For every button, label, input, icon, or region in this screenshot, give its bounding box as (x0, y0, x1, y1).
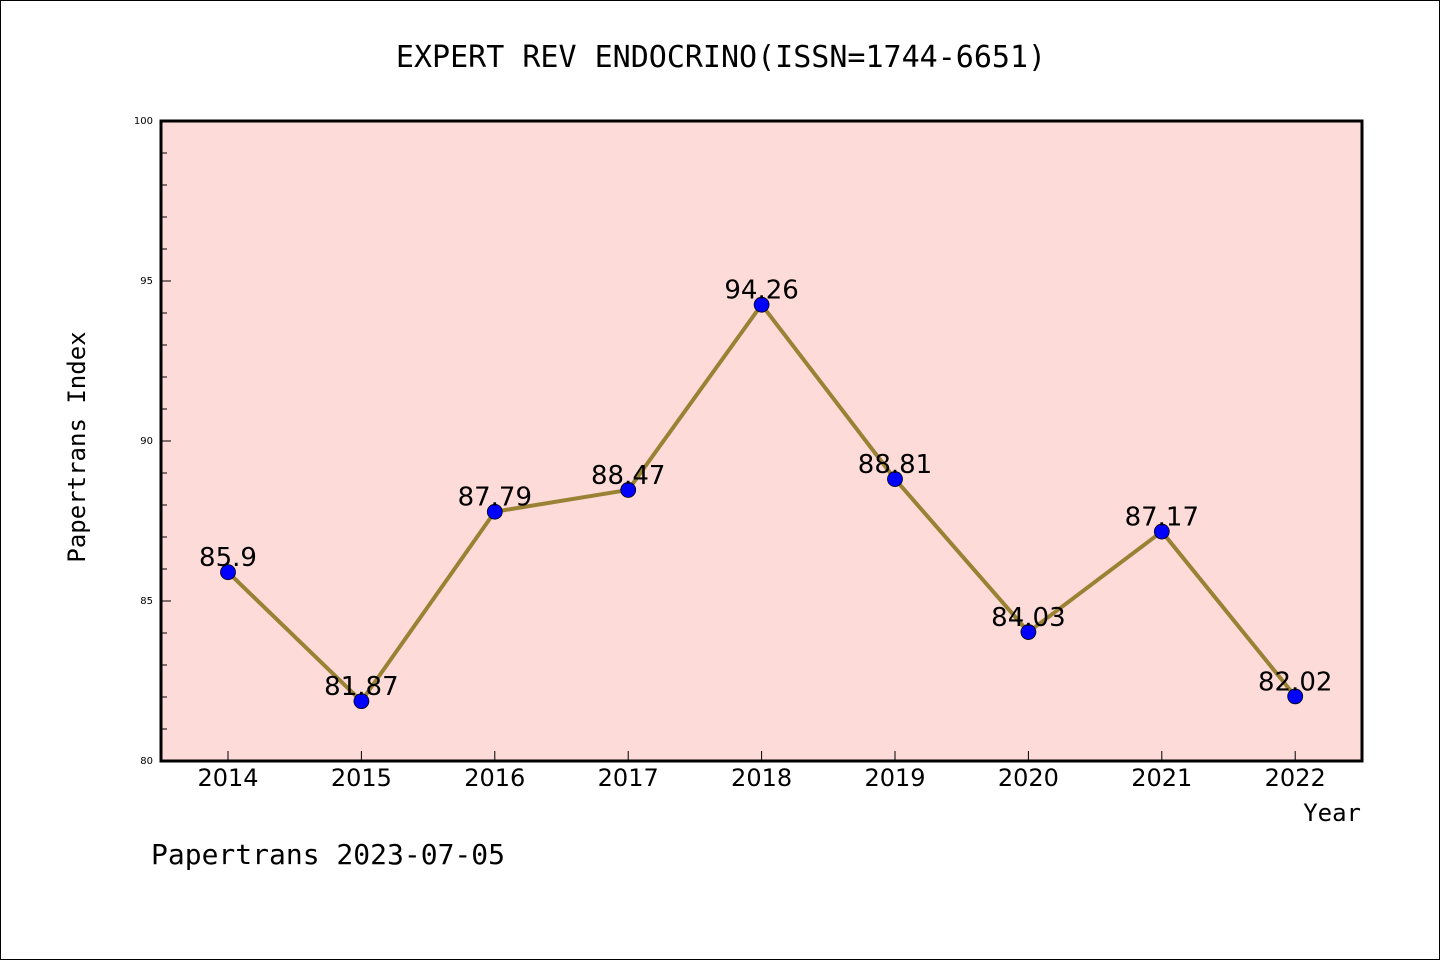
y-axis: 80 85 90 95 100 (134, 116, 171, 767)
x-tick-label: 2018 (731, 764, 792, 792)
x-axis: 2014 2015 2016 2017 2018 2019 2020 2021 2022 (197, 751, 1326, 792)
data-point-marker (620, 482, 637, 498)
x-tick-label: 2014 (197, 764, 258, 792)
data-label: 88.81 (858, 450, 932, 480)
x-tick-label: 2021 (1131, 764, 1192, 792)
y-axis-label: Papertrans Index (63, 331, 91, 562)
x-tick-label: 2019 (864, 764, 925, 792)
y-tick-label: 100 (134, 116, 153, 127)
data-label: 81.87 (324, 672, 398, 702)
data-label: 88.47 (591, 461, 665, 491)
data-label: 85.9 (199, 543, 257, 573)
data-label: 87.79 (458, 483, 532, 513)
y-tick-label: 85 (140, 596, 153, 607)
y-tick-label: 80 (140, 756, 153, 767)
data-point-marker (353, 693, 370, 710)
data-point-marker (1153, 523, 1170, 540)
data-label: 82.02 (1258, 667, 1332, 697)
x-tick-label: 2022 (1265, 764, 1326, 792)
data-label: 84.03 (991, 603, 1065, 633)
x-axis-label: Year (1303, 799, 1361, 827)
x-tick-label: 2020 (998, 764, 1059, 792)
footer-stamp: Papertrans 2023-07-05 (151, 838, 505, 871)
y-tick-label: 95 (140, 276, 153, 287)
series-group: 85.9 81.87 87.79 88.47 94.26 88.81 84.03 87.17 8… (199, 276, 1332, 710)
data-point-marker (1287, 688, 1304, 705)
x-tick-label: 2015 (331, 764, 392, 792)
data-point-marker (220, 564, 236, 581)
x-tick-label: 2017 (598, 764, 659, 792)
data-point-marker (753, 296, 770, 313)
data-label: 94.26 (724, 276, 798, 306)
chart-title: EXPERT REV ENDOCRINO(ISSN=1744-6651) (396, 40, 1046, 75)
data-label: 87.17 (1125, 503, 1199, 533)
data-point-marker (486, 503, 503, 520)
y-tick-label: 90 (140, 436, 153, 447)
data-point-marker (887, 471, 903, 487)
plot-area (159, 119, 1364, 763)
data-point-marker (1020, 624, 1037, 640)
x-tick-label: 2016 (464, 764, 525, 792)
